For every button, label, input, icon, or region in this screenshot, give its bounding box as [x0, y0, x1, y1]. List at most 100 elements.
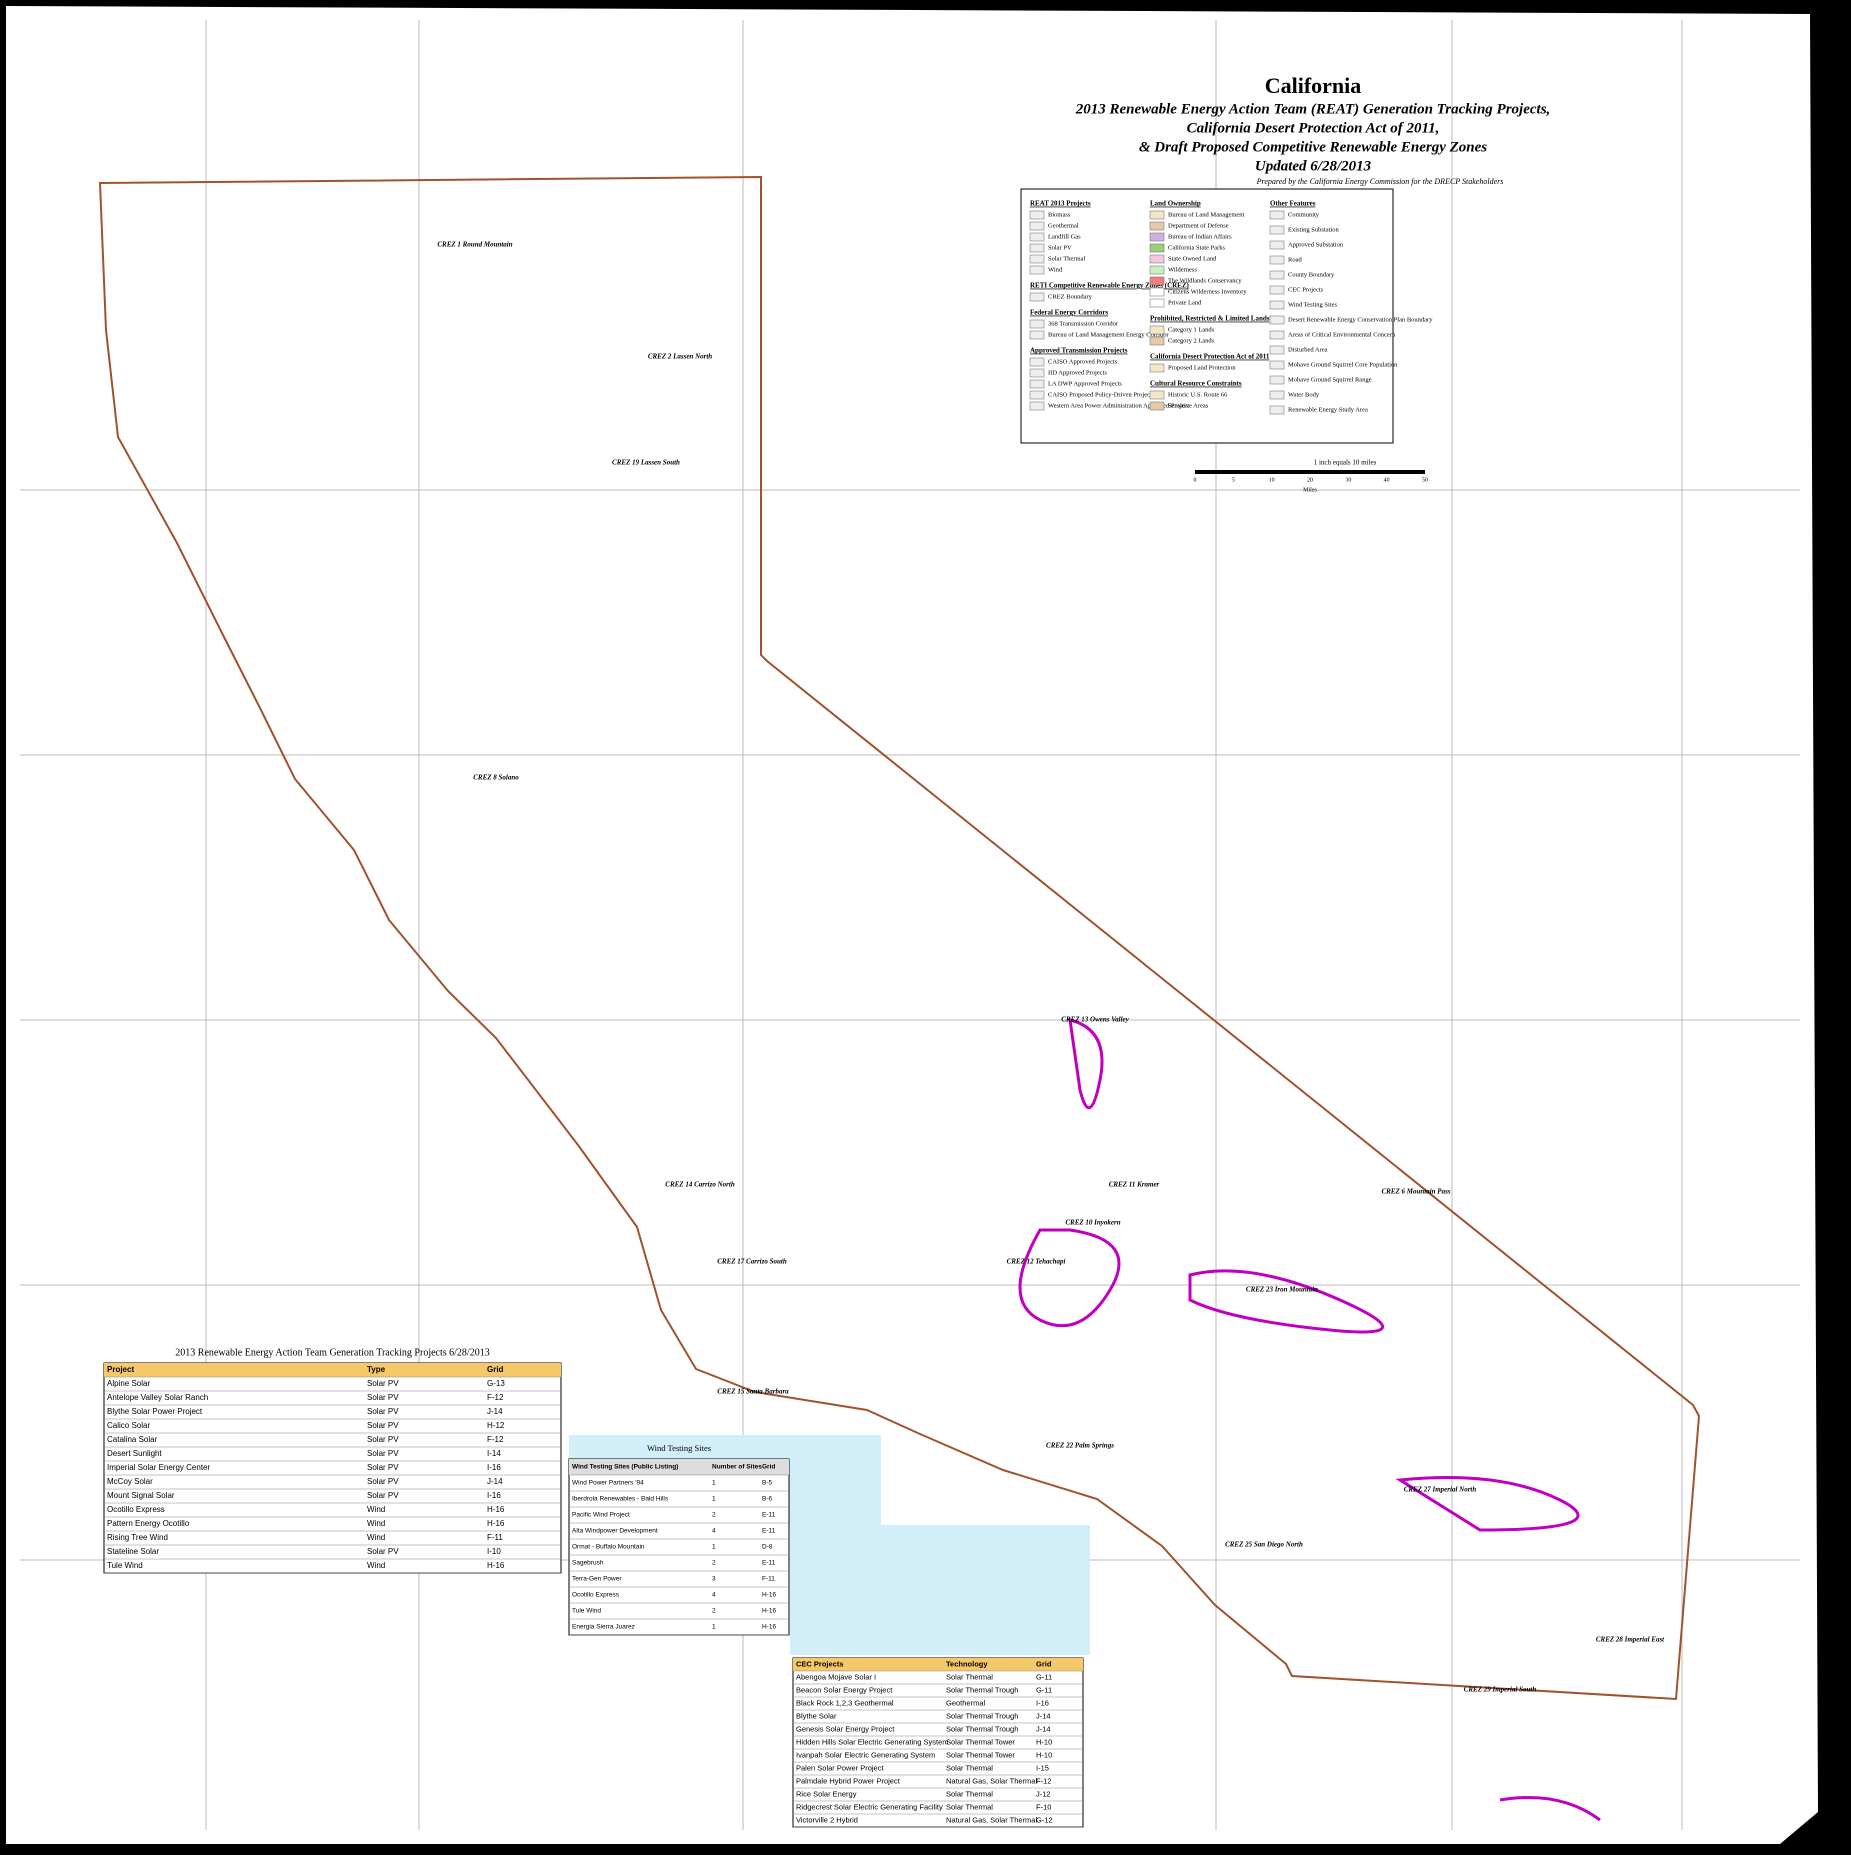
legend-item: Renewable Energy Study Area — [1288, 406, 1368, 413]
legend-item: Wilderness — [1168, 266, 1197, 273]
table-cell: Genesis Solar Energy Project — [796, 1724, 895, 1733]
subtitle-line: & Draft Proposed Competitive Renewable E… — [1139, 139, 1487, 155]
crez-label: CREZ 17 Carrizo South — [717, 1258, 787, 1266]
table-cell: Wind — [367, 1533, 385, 1542]
legend-item: Category 2 Lands — [1168, 337, 1215, 344]
table-cell: I-16 — [1036, 1698, 1049, 1707]
legend-item: CAISO Approved Projects — [1048, 358, 1118, 365]
table-cell: 4 — [712, 1528, 716, 1535]
legend: REAT 2013 Projects Biomass Geothermal Landf… — [1029, 200, 1433, 415]
table-cell: J-14 — [1036, 1724, 1051, 1733]
table-cell: Ormat - Buffalo Mountain — [572, 1544, 645, 1551]
cec-table: CEC Projects Technology Grid Abengoa Mojave… — [792, 1657, 1084, 1828]
legend-swatch — [1029, 292, 1045, 302]
table-cell: Wind — [367, 1505, 385, 1514]
legend-item: Western Area Power Administration Approv… — [1048, 402, 1189, 409]
table-cell: I-10 — [487, 1547, 501, 1556]
legend-item: 368 Transmission Corridor — [1048, 320, 1119, 327]
table-cell: Solar Thermal — [946, 1789, 993, 1798]
table-cell: Solar PV — [367, 1393, 399, 1402]
table-title: Wind Testing Sites — [647, 1443, 711, 1453]
table-cell: McCoy Solar — [107, 1477, 153, 1486]
table-cell: H-16 — [762, 1592, 776, 1599]
crez-label: CREZ 10 Inyokern — [1065, 1219, 1120, 1227]
table-header-bg — [104, 1363, 561, 1377]
table-header: CEC Projects — [796, 1659, 844, 1668]
table-cell: Tule Wind — [572, 1608, 601, 1615]
legend-swatch — [1269, 390, 1285, 400]
legend-item: Existing Substation — [1288, 226, 1339, 233]
table-header: Number of Sites — [712, 1464, 762, 1471]
table-cell: Victorville 2 Hybrid — [796, 1815, 858, 1824]
table-cell: I-15 — [1036, 1763, 1049, 1772]
table-cell: 2 — [712, 1560, 716, 1567]
study-area — [1018, 1018, 1601, 1822]
legend-swatch — [1149, 325, 1165, 335]
table-cell: 2 — [712, 1512, 716, 1519]
table-title: 2013 Renewable Energy Action Team Genera… — [175, 1347, 489, 1358]
table-cell: Alta Windpower Development — [572, 1528, 658, 1535]
legend-item: LA DWP Approved Projects — [1048, 380, 1122, 387]
table-header: Project — [107, 1365, 134, 1374]
legend-item: Category 1 Lands — [1168, 326, 1215, 333]
table-cell: B-5 — [762, 1480, 773, 1487]
legend-item: Wind Testing Sites — [1288, 301, 1337, 308]
table-cell: Solar Thermal — [946, 1802, 993, 1811]
legend-swatch — [1149, 210, 1165, 220]
table-cell: Sagebrush — [572, 1560, 604, 1567]
table-header: Wind Testing Sites (Public Listing) — [572, 1464, 678, 1471]
crez-label: CREZ 6 Mountain Pass — [1381, 1188, 1450, 1196]
legend-swatch — [1149, 221, 1165, 231]
legend-swatch — [1269, 405, 1285, 415]
table-cell: Ridgecrest Solar Electric Generating Fac… — [796, 1802, 943, 1811]
subtitle-line: California Desert Protection Act of 2011… — [1187, 120, 1440, 136]
table-cell: E-11 — [762, 1560, 776, 1567]
legend-swatch — [1149, 276, 1165, 286]
table-cell: 1 — [712, 1544, 716, 1551]
table-frame — [103, 1362, 562, 1574]
legend-swatch — [1269, 360, 1285, 370]
table-cell: Solar PV — [367, 1449, 399, 1458]
table-cell: 4 — [712, 1592, 716, 1599]
table-cell: 1 — [712, 1480, 716, 1487]
legend-item: Historic U.S. Route 66 — [1168, 391, 1228, 398]
legend-section-title: REAT 2013 Projects — [1030, 200, 1091, 208]
table-header: Grid — [487, 1365, 504, 1374]
table-cell: J-12 — [1036, 1789, 1051, 1798]
table-cell: 3 — [712, 1576, 716, 1583]
table-cell: Stateline Solar — [107, 1547, 159, 1556]
table-cell: H-10 — [1036, 1737, 1052, 1746]
table-cell: Geothermal — [946, 1698, 986, 1707]
table-cell: Ocotillo Express — [107, 1505, 165, 1514]
legend-item: Citizens Wilderness Inventory — [1168, 288, 1247, 295]
table-cell: Black Rock 1,2,3 Geothermal — [796, 1698, 894, 1707]
table-cell: E-11 — [762, 1512, 776, 1519]
legend-swatch — [1029, 210, 1045, 220]
table-cell: I-14 — [487, 1449, 501, 1458]
legend-swatch — [1269, 210, 1285, 220]
table-cell: Desert Sunlight — [107, 1449, 162, 1458]
legend-item: Private Land — [1168, 299, 1202, 306]
table-cell: J-14 — [487, 1407, 503, 1416]
crez-label: CREZ 19 Lassen South — [612, 459, 680, 467]
legend-swatch — [1269, 330, 1285, 340]
legend-section-title: Approved Transmission Projects — [1030, 347, 1128, 355]
table-cell: G-11 — [1036, 1685, 1052, 1694]
table-cell: I-16 — [487, 1491, 501, 1500]
table-cell: Rising Tree Wind — [107, 1533, 168, 1542]
legend-swatch — [1029, 232, 1045, 242]
scale-bar: 1 inch equals 10 miles 0 5 10 20 30 40 50 Miles — [1194, 459, 1429, 494]
table-cell: Solar PV — [367, 1491, 399, 1500]
legend-swatch — [1269, 345, 1285, 355]
table-cell: F-12 — [487, 1435, 504, 1444]
legend-swatch — [1269, 225, 1285, 235]
legend-item: Disturbed Area — [1288, 346, 1328, 353]
crez-label: CREZ 8 Solano — [473, 774, 519, 782]
scale-unit: Miles — [1303, 487, 1317, 493]
table-cell: Rice Solar Energy — [796, 1789, 857, 1798]
table-cell: Solar Thermal Tower — [946, 1750, 1015, 1759]
table-cell: 1 — [712, 1496, 716, 1503]
legend-item: Community — [1288, 211, 1320, 218]
legend-swatch — [1029, 330, 1045, 340]
subtitle: 2013 Renewable Energy Action Team (REAT)… — [1075, 101, 1551, 174]
